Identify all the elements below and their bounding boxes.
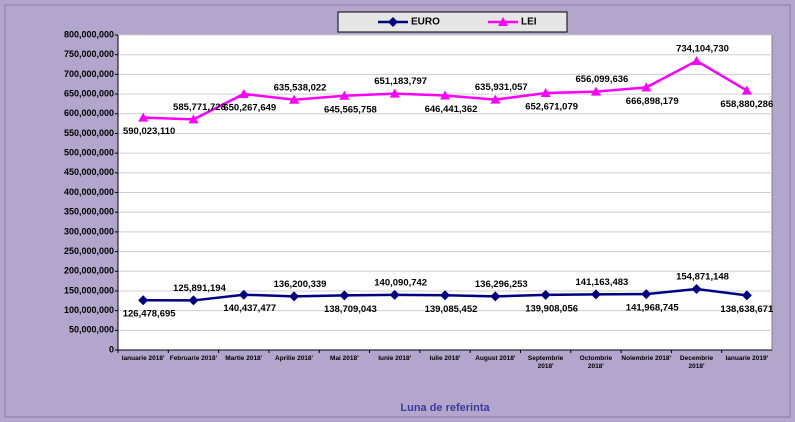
y-tick-label: 250,000,000: [64, 246, 114, 256]
x-tick-label: Ianuarie 2018': [121, 355, 165, 362]
x-axis-title: Luna de referinta: [400, 402, 490, 414]
marker: [490, 94, 501, 104]
marker: [641, 82, 652, 92]
marker: [339, 90, 350, 100]
marker: [339, 290, 350, 301]
data-label: 734,104,730: [676, 43, 729, 54]
marker: [389, 289, 400, 300]
data-label: 635,931,057: [475, 82, 528, 93]
marker: [540, 289, 551, 300]
data-label: 650,267,649: [223, 102, 276, 113]
y-tick-label: 550,000,000: [64, 128, 114, 138]
y-tick-label: 800,000,000: [64, 29, 114, 39]
marker: [289, 94, 300, 104]
x-tick-label: August 2018': [475, 355, 516, 362]
marker: [590, 289, 601, 300]
marker: [188, 114, 199, 124]
marker: [389, 88, 400, 98]
marker: [440, 290, 450, 301]
legend-label: EURO: [411, 17, 440, 28]
y-tick-label: 750,000,000: [64, 49, 114, 59]
data-label: 139,908,056: [525, 303, 578, 314]
marker: [498, 17, 508, 26]
y-tick-label: 600,000,000: [64, 108, 114, 118]
data-label: 585,771,728: [173, 102, 226, 113]
marker: [691, 284, 702, 295]
y-tick-label: 500,000,000: [64, 148, 114, 158]
legend-box: [337, 11, 568, 33]
marker: [641, 289, 652, 300]
data-label: 138,638,671: [720, 304, 774, 315]
data-label: 141,968,745: [626, 303, 680, 314]
marker: [590, 86, 601, 96]
y-tick-label: 350,000,000: [64, 207, 114, 217]
data-label: 141,163,483: [576, 277, 629, 288]
y-tick-label: 450,000,000: [64, 167, 114, 177]
data-label: 126,478,695: [123, 309, 177, 320]
marker: [188, 295, 199, 306]
data-label: 139,085,452: [425, 304, 478, 315]
y-tick-label: 150,000,000: [64, 285, 114, 295]
x-tick-label: Decembrie 2018': [679, 355, 714, 370]
data-label: 138,709,043: [324, 304, 377, 315]
marker: [490, 291, 501, 302]
x-tick-label: Aprilie 2018': [275, 355, 314, 362]
marker: [540, 88, 551, 98]
data-label: 125,891,194: [173, 283, 227, 294]
data-label: 136,200,339: [274, 279, 327, 290]
y-tick-label: 0: [109, 344, 114, 354]
marker: [289, 291, 300, 302]
marker: [238, 289, 249, 300]
y-tick-label: 650,000,000: [64, 88, 114, 98]
x-tick-label: Octombrie 2018': [579, 355, 613, 370]
data-label: 651,183,797: [374, 76, 427, 87]
data-label: 154,871,148: [676, 272, 729, 283]
x-tick-label: Iulie 2018': [429, 355, 461, 362]
data-label: 656,099,636: [576, 74, 629, 85]
marker: [238, 88, 249, 98]
x-tick-label: Martie 2018': [225, 355, 263, 362]
legend-label: LEI: [521, 17, 537, 28]
data-label: 590,023,110: [123, 126, 175, 137]
x-tick-label: Iunie 2018': [378, 355, 412, 362]
x-tick-label: Mai 2018': [330, 355, 359, 362]
marker: [691, 55, 702, 65]
marker: [138, 295, 149, 306]
data-label: 136,296,253: [475, 279, 528, 290]
x-tick-label: Noiembrie 2018': [621, 355, 672, 362]
y-tick-label: 700,000,000: [64, 69, 114, 79]
x-tick-label: Ianuarie 2019': [725, 355, 769, 362]
data-label: 652,671,079: [525, 102, 578, 113]
marker: [388, 17, 398, 27]
x-tick-label: Septembrie 2018': [527, 355, 564, 370]
y-tick-label: 200,000,000: [64, 266, 114, 276]
y-tick-label: 300,000,000: [64, 226, 114, 236]
data-label: 666,898,179: [626, 96, 679, 107]
x-tick-label: Februarie 2018': [169, 355, 218, 362]
marker: [741, 290, 752, 301]
data-label: 140,437,477: [223, 303, 276, 314]
data-label: 645,565,758: [324, 104, 377, 115]
y-tick-label: 400,000,000: [64, 187, 114, 197]
data-label: 658,880,286: [720, 99, 773, 110]
marker: [741, 85, 752, 95]
data-label: 646,441,362: [425, 104, 478, 115]
marker: [440, 90, 450, 100]
marker: [138, 112, 149, 122]
data-label: 140,090,742: [374, 277, 427, 288]
y-tick-label: 100,000,000: [64, 305, 114, 315]
data-label: 635,538,022: [274, 82, 327, 93]
y-tick-label: 50,000,000: [69, 325, 114, 335]
